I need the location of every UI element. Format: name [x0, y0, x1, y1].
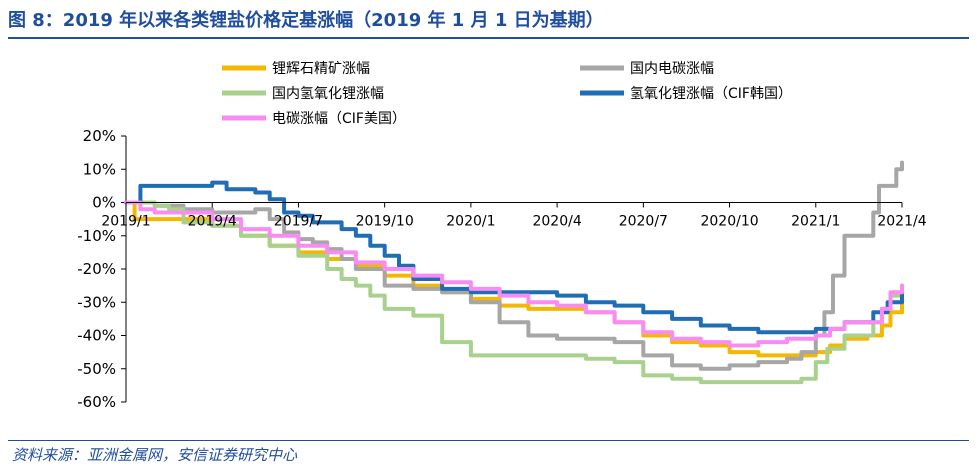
- legend-label-2: 国内电碳涨幅: [630, 61, 714, 77]
- x-tick-label: 2021/1: [791, 214, 840, 230]
- x-tick-label: 2019/1: [101, 214, 150, 230]
- legend-label-3: 国内氢氧化锂涨幅: [272, 86, 384, 102]
- series-line-3: [124, 200, 904, 385]
- series-line-5: [124, 200, 904, 348]
- y-tick-label: 0%: [92, 194, 116, 212]
- x-tick-label: 2020/1: [446, 214, 495, 230]
- y-tick-label: -50%: [77, 360, 116, 378]
- series-line-2: [124, 160, 904, 371]
- y-tick-label: 20%: [83, 127, 116, 145]
- legend-label-4: 氢氧化锂涨幅（CIF韩国）: [630, 86, 792, 102]
- title-divider: [8, 37, 969, 39]
- y-tick-label: -10%: [77, 227, 116, 245]
- x-tick-label: 2021/4: [877, 214, 926, 230]
- y-tick-label: 10%: [83, 160, 116, 178]
- y-tick-label: -40%: [77, 327, 116, 345]
- legend-label-1: 锂辉石精矿涨幅: [272, 61, 370, 77]
- x-tick-label: 2019/10: [356, 214, 414, 230]
- y-tick-label: -60%: [77, 393, 116, 411]
- x-tick-label: 2019/7: [274, 214, 323, 230]
- x-tick-label: 2020/10: [700, 214, 758, 230]
- y-axis: 20% 10% 0% -10% -20% -30% -40% -50% -60%: [77, 127, 127, 411]
- figure-title: 图 8：2019 年以来各类锂盐价格定基涨幅（2019 年 1 月 1 日为基期…: [8, 10, 604, 31]
- series-line-4: [124, 180, 904, 335]
- x-axis: 2019/1 2019/4 2019/7 2019/10 2020/1 2020/4 202…: [101, 202, 927, 230]
- source-divider: [8, 440, 969, 441]
- legend-label-5: 电碳涨幅（CIF美国）: [272, 111, 406, 127]
- x-tick-label: 2019/4: [188, 214, 237, 230]
- y-tick-label: -20%: [77, 260, 116, 278]
- x-tick-label: 2020/4: [532, 214, 581, 230]
- x-tick-label: 2020/7: [619, 214, 668, 230]
- source-note: 资料来源：亚洲金属网，安信证券研究中心: [12, 446, 298, 464]
- chart-series: [124, 160, 904, 385]
- y-tick-label: -30%: [77, 293, 116, 311]
